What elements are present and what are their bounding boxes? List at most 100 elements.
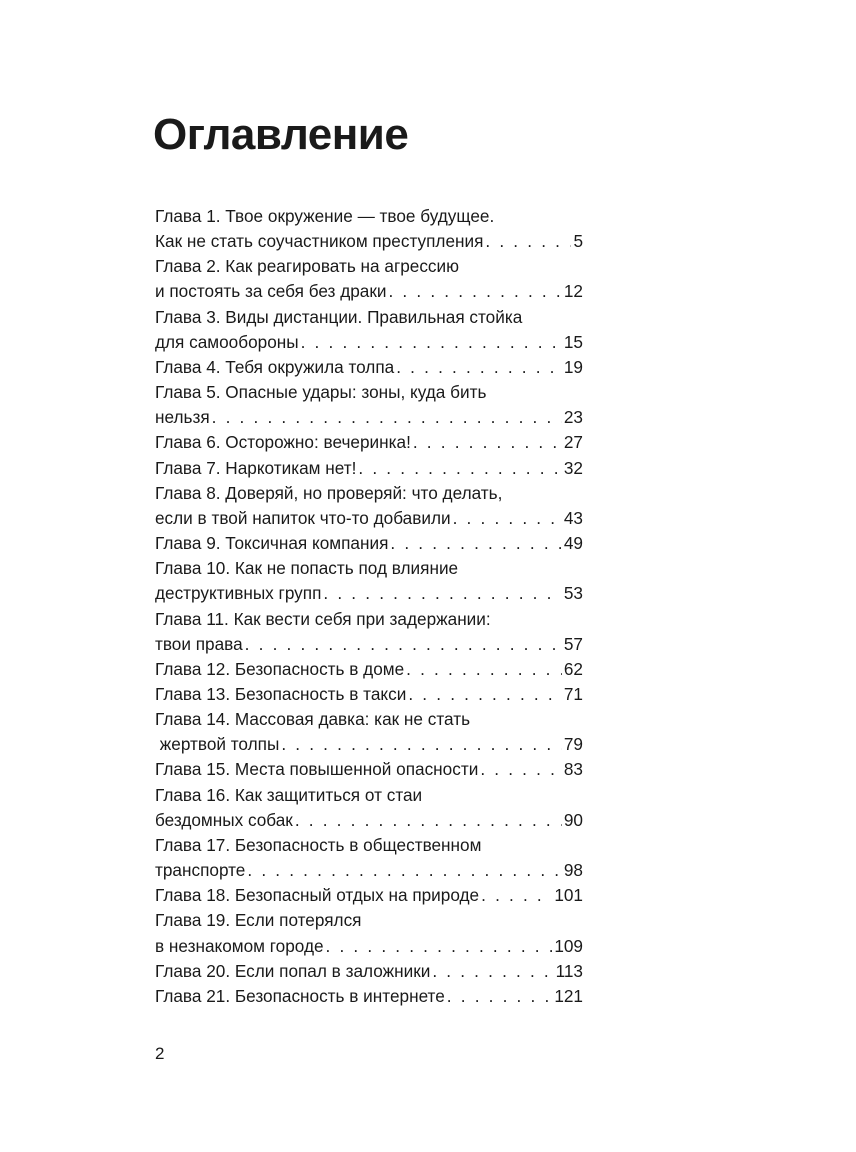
toc-entry-text: Как не стать соучастником преступления xyxy=(155,231,484,252)
table-of-contents: Глава 1. Твое окружение — твое будущее. К… xyxy=(155,204,583,1009)
toc-entry: Глава 18. Безопасный отдых на природе 101 xyxy=(155,883,583,908)
toc-page-number: 121 xyxy=(554,985,583,1006)
leader-dots xyxy=(396,355,562,380)
toc-entry-text: если в твой напиток что-то добавили xyxy=(155,507,451,528)
toc-entry-text: Глава 9. Токсичная компания xyxy=(155,533,389,554)
toc-page-number: 71 xyxy=(563,683,583,704)
toc-page-number: 109 xyxy=(554,935,583,956)
toc-page-number: 27 xyxy=(563,432,583,453)
leader-dots xyxy=(413,430,562,455)
leader-dots xyxy=(408,682,562,707)
toc-entry: Глава 19. Если потерялся xyxy=(155,908,583,933)
leader-dots xyxy=(301,330,562,355)
toc-page-number: 98 xyxy=(563,860,583,881)
toc-entry: Глава 13. Безопасность в такси 71 xyxy=(155,682,583,707)
toc-entry-text: нельзя xyxy=(155,407,210,428)
toc-page-number: 101 xyxy=(554,885,583,906)
toc-entry: Глава 10. Как не попасть под влияние xyxy=(155,556,583,581)
leader-dots xyxy=(245,632,562,657)
toc-entry-text: Глава 7. Наркотикам нет! xyxy=(155,457,357,478)
toc-entry: нельзя 23 xyxy=(155,405,583,430)
toc-entry: Глава 8. Доверяй, но проверяй: что делат… xyxy=(155,481,583,506)
leader-dots xyxy=(295,808,562,833)
toc-page-number: 19 xyxy=(563,356,583,377)
toc-entry: Глава 12. Безопасность в доме 62 xyxy=(155,657,583,682)
toc-entry-text: Глава 6. Осторожно: вечеринка! xyxy=(155,432,411,453)
leader-dots xyxy=(432,959,553,984)
leader-dots xyxy=(358,456,561,481)
leader-dots xyxy=(453,506,562,531)
toc-entry-text: Глава 8. Доверяй, но проверяй: что делат… xyxy=(155,482,503,503)
toc-entry: транспорте 98 xyxy=(155,858,583,883)
toc-entry-text: Глава 16. Как защититься от стаи xyxy=(155,784,423,805)
toc-entry-text: бездомных собак xyxy=(155,809,293,830)
leader-dots xyxy=(481,883,552,908)
toc-entry-text: для самообороны xyxy=(155,331,299,352)
toc-entry: в незнакомом городе 109 xyxy=(155,934,583,959)
toc-entry-text: транспорте xyxy=(155,860,246,881)
toc-page-number: 12 xyxy=(563,281,583,302)
page-number: 2 xyxy=(155,1044,165,1063)
toc-entry-text: Глава 18. Безопасный отдых на природе xyxy=(155,885,480,906)
toc-entry: Глава 6. Осторожно: вечеринка! 27 xyxy=(155,430,583,455)
toc-entry: Глава 21. Безопасность в интернете 121 xyxy=(155,984,583,1009)
toc-page-number: 23 xyxy=(563,407,583,428)
toc-entry-text: Глава 17. Безопасность в общественном xyxy=(155,834,482,855)
leader-dots xyxy=(388,279,561,304)
toc-page-number: 15 xyxy=(563,331,583,352)
toc-page-number: 57 xyxy=(563,633,583,654)
toc-entry: для самообороны 15 xyxy=(155,330,583,355)
toc-page-number: 113 xyxy=(555,960,583,981)
toc-entry-text: Глава 14. Массовая давка: как не стать xyxy=(155,709,471,730)
toc-entry-text: Глава 20. Если попал в заложники xyxy=(155,960,431,981)
toc-entry: и постоять за себя без драки 12 xyxy=(155,279,583,304)
toc-page-number: 83 xyxy=(563,759,583,780)
leader-dots xyxy=(281,732,562,757)
toc-entry-text: и постоять за себя без драки xyxy=(155,281,387,302)
toc-page-number: 5 xyxy=(573,231,583,252)
page-title: Оглавление xyxy=(153,110,409,159)
toc-entry-text: Глава 3. Виды дистанции. Правильная стой… xyxy=(155,306,523,327)
toc-entry-text: Глава 2. Как реагировать на агрессию xyxy=(155,256,460,277)
leader-dots xyxy=(447,984,553,1009)
toc-entry: Глава 15. Места повышенной опасности 83 xyxy=(155,757,583,782)
leader-dots xyxy=(323,581,561,606)
toc-page-number: 90 xyxy=(563,809,583,830)
toc-entry: Глава 11. Как вести себя при задержании: xyxy=(155,607,583,632)
toc-entry: Глава 1. Твое окружение — твое будущее. xyxy=(155,204,583,229)
toc-entry-text: Глава 19. Если потерялся xyxy=(155,910,362,931)
toc-entry: Глава 16. Как защититься от стаи xyxy=(155,783,583,808)
toc-entry-text: Глава 13. Безопасность в такси xyxy=(155,683,407,704)
toc-entry-text: деструктивных групп xyxy=(155,583,322,604)
leader-dots xyxy=(247,858,562,883)
toc-entry-text: Глава 10. Как не попасть под влияние xyxy=(155,558,459,579)
toc-entry-text: жертвой толпы xyxy=(155,734,280,755)
toc-entry-text: Глава 15. Места повышенной опасности xyxy=(155,759,479,780)
leader-dots xyxy=(326,934,553,959)
toc-entry: бездомных собак 90 xyxy=(155,808,583,833)
toc-page-number: 79 xyxy=(563,734,583,755)
toc-entry: Глава 17. Безопасность в общественном xyxy=(155,833,583,858)
toc-entry-text: в незнакомом городе xyxy=(155,935,324,956)
toc-entry-text: Глава 21. Безопасность в интернете xyxy=(155,985,445,1006)
leader-dots xyxy=(406,657,562,682)
toc-entry: жертвой толпы 79 xyxy=(155,732,583,757)
toc-entry: Глава 9. Токсичная компания 49 xyxy=(155,531,583,556)
toc-entry: деструктивных групп 53 xyxy=(155,581,583,606)
toc-entry: Глава 14. Массовая давка: как не стать xyxy=(155,707,583,732)
toc-page-number: 62 xyxy=(563,658,583,679)
toc-entry-text: Глава 12. Безопасность в доме xyxy=(155,658,405,679)
toc-entry: Глава 3. Виды дистанции. Правильная стой… xyxy=(155,305,583,330)
toc-page-number: 49 xyxy=(563,533,583,554)
toc-entry-text: твои права xyxy=(155,633,243,654)
toc-entry: Глава 7. Наркотикам нет! 32 xyxy=(155,456,583,481)
toc-entry-text: Глава 11. Как вести себя при задержании: xyxy=(155,608,491,629)
toc-page-number: 32 xyxy=(563,457,583,478)
toc-entry-text: Глава 1. Твое окружение — твое будущее. xyxy=(155,206,495,226)
toc-page-number: 53 xyxy=(563,583,583,604)
toc-entry: если в твой напиток что-то добавили 43 xyxy=(155,506,583,531)
toc-entry-text: Глава 5. Опасные удары: зоны, куда бить xyxy=(155,382,487,403)
toc-entry: твои права 57 xyxy=(155,632,583,657)
toc-page-number: 43 xyxy=(563,507,583,528)
toc-entry: Глава 2. Как реагировать на агрессию xyxy=(155,254,583,279)
